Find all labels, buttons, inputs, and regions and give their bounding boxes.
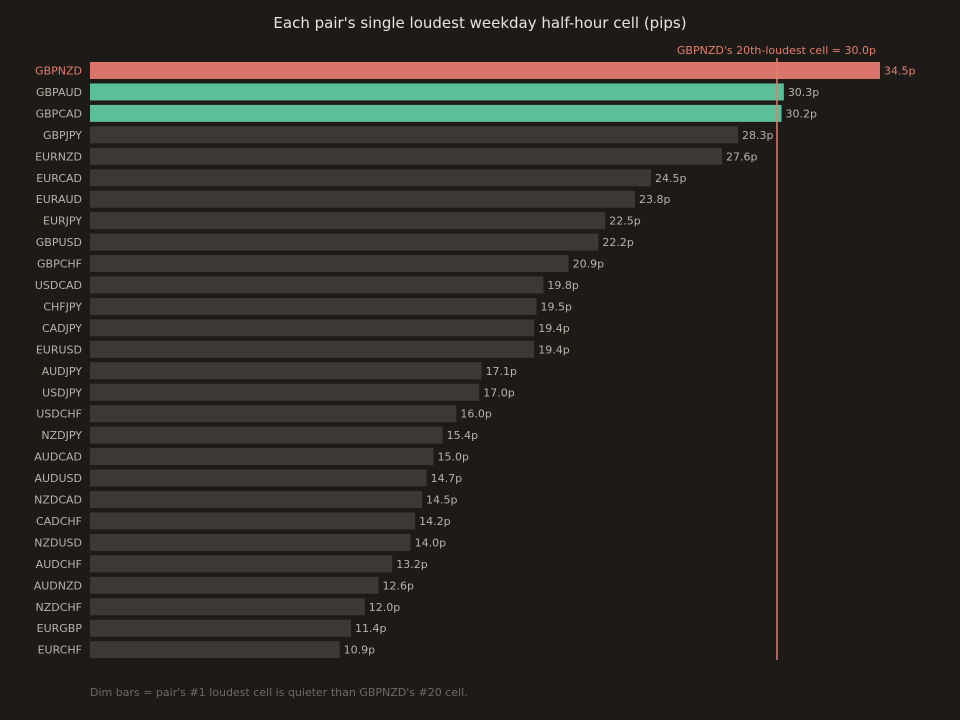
- bar-nzdjpy: [90, 426, 443, 444]
- value-label: 15.4p: [447, 429, 478, 442]
- bar-eurchf: [90, 641, 340, 659]
- value-label: 22.2p: [602, 236, 633, 249]
- bar-gbpcad: [90, 104, 782, 122]
- value-label: 16.0p: [460, 408, 491, 421]
- value-label: 20.9p: [573, 258, 604, 271]
- value-label: 19.4p: [538, 343, 569, 356]
- bar-audchf: [90, 555, 393, 573]
- bar-audjpy: [90, 362, 482, 380]
- category-label: EURCAD: [36, 172, 82, 185]
- value-label: 10.9p: [344, 644, 375, 657]
- bar-cadjpy: [90, 319, 535, 337]
- category-label: EURUSD: [36, 343, 82, 356]
- bar-nzdusd: [90, 533, 411, 551]
- value-label: 11.4p: [355, 622, 386, 635]
- bar-nzdchf: [90, 598, 365, 616]
- category-label: AUDUSD: [34, 472, 82, 485]
- category-label: NZDJPY: [41, 429, 82, 442]
- category-label: CADJPY: [42, 322, 82, 335]
- category-label: GBPAUD: [36, 86, 82, 99]
- bar-eurjpy: [90, 212, 606, 230]
- bar-audcad: [90, 448, 434, 466]
- bar-cadchf: [90, 512, 416, 530]
- category-label: GBPUSD: [36, 236, 82, 249]
- value-label: 24.5p: [655, 172, 686, 185]
- category-label: EURNZD: [35, 150, 82, 163]
- value-label: 27.6p: [726, 150, 757, 163]
- value-label: 30.2p: [786, 107, 817, 120]
- value-label: 12.0p: [369, 601, 400, 614]
- category-label: GBPCHF: [37, 258, 82, 271]
- category-label: CHFJPY: [43, 300, 82, 313]
- bar-usdjpy: [90, 383, 480, 401]
- category-label: AUDNZD: [34, 579, 82, 592]
- value-label: 12.6p: [383, 579, 414, 592]
- category-label: AUDCAD: [34, 451, 82, 464]
- bar-chfjpy: [90, 297, 537, 315]
- bar-nzdcad: [90, 491, 423, 508]
- value-label: 13.2p: [396, 558, 427, 571]
- value-label: 17.0p: [483, 386, 514, 399]
- category-label: USDCHF: [36, 408, 82, 421]
- value-label: 17.1p: [486, 365, 517, 378]
- bars-group: GBPNZD 34.5p GBPAUD 30.3p GBPCAD 30.2p GBPJPY 2…: [34, 62, 915, 659]
- category-label: NZDCAD: [34, 494, 82, 507]
- value-label: 14.5p: [426, 494, 457, 507]
- bar-eurcad: [90, 169, 652, 187]
- value-label: 30.3p: [788, 86, 819, 99]
- category-label: NZDUSD: [34, 536, 82, 549]
- value-label: 14.2p: [419, 515, 450, 528]
- category-label: CADCHF: [36, 515, 82, 528]
- bar-gbpchf: [90, 255, 569, 273]
- value-label: 19.8p: [547, 279, 578, 292]
- value-label: 23.8p: [639, 193, 670, 206]
- bar-gbpnzd: [90, 62, 880, 79]
- bar-gbpaud: [90, 83, 784, 101]
- bar-eurgbp: [90, 619, 352, 637]
- value-label: 22.5p: [609, 215, 640, 228]
- bar-audnzd: [90, 576, 379, 594]
- bar-eurusd: [90, 340, 535, 358]
- category-label: USDCAD: [35, 279, 82, 292]
- category-label: GBPCAD: [36, 107, 82, 120]
- category-label: GBPJPY: [43, 129, 82, 142]
- category-label: EURGBP: [37, 622, 83, 635]
- chart-title: Each pair's single loudest weekday half-…: [273, 14, 686, 32]
- category-label: AUDCHF: [36, 558, 82, 571]
- value-label: 19.4p: [538, 322, 569, 335]
- bar-usdchf: [90, 405, 457, 423]
- bar-gbpjpy: [90, 126, 739, 144]
- bar-euraud: [90, 190, 635, 208]
- bar-gbpusd: [90, 233, 599, 251]
- value-label: 34.5p: [884, 65, 915, 78]
- category-label: GBPNZD: [35, 65, 82, 78]
- reference-line-label: GBPNZD's 20th-loudest cell = 30.0p: [677, 44, 876, 57]
- category-label: USDJPY: [42, 386, 82, 399]
- bar-audusd: [90, 469, 427, 487]
- value-label: 14.0p: [415, 536, 446, 549]
- value-label: 15.0p: [437, 451, 468, 464]
- bar-eurnzd: [90, 147, 722, 165]
- chart-footnote: Dim bars = pair's #1 loudest cell is qui…: [90, 686, 468, 699]
- category-label: EURCHF: [38, 644, 82, 657]
- category-label: NZDCHF: [35, 601, 82, 614]
- category-label: EURJPY: [43, 215, 82, 228]
- bar-usdcad: [90, 276, 544, 294]
- category-label: EURAUD: [36, 193, 82, 206]
- value-label: 14.7p: [431, 472, 462, 485]
- value-label: 28.3p: [742, 129, 773, 142]
- category-label: AUDJPY: [42, 365, 83, 378]
- value-label: 19.5p: [541, 300, 572, 313]
